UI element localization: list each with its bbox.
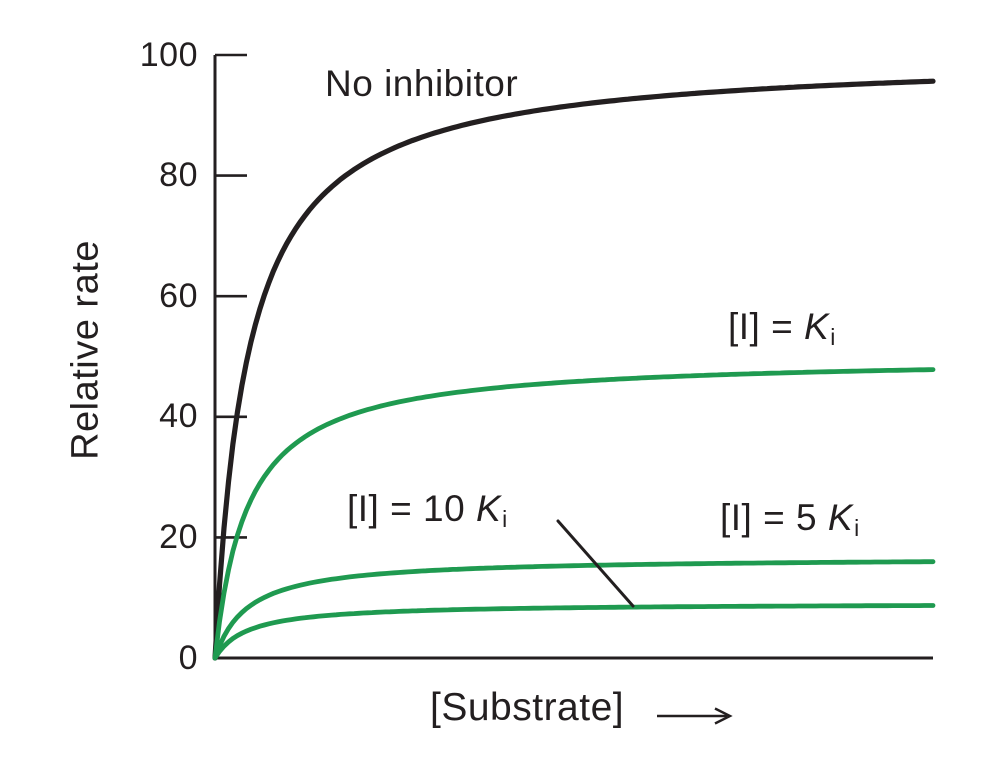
right-arrow-head-icon xyxy=(714,707,733,725)
y-axis-tick-label: 100 xyxy=(139,35,198,74)
curve-label-no-inhibitor: No inhibitor xyxy=(325,63,519,104)
y-axis-tick-label: 20 xyxy=(159,517,198,556)
curve-label-ki10: [I] = 10 Ki xyxy=(347,488,508,533)
y-axis-tick-label: 0 xyxy=(178,638,198,677)
curve--i-5-ki xyxy=(212,559,936,661)
curve-label-ki: [I] = Ki xyxy=(728,306,836,351)
curve--i-10-ki xyxy=(212,603,936,661)
curve--i-ki xyxy=(212,367,936,661)
ki10-pointer-line xyxy=(556,519,635,608)
curve-no-inhibitor xyxy=(212,78,936,661)
y-axis-tick-label: 80 xyxy=(159,156,198,195)
curve-label-ki5: [I] = 5 Ki xyxy=(720,497,860,542)
y-axis-tick-label: 60 xyxy=(159,276,198,315)
x-axis-title: [Substrate] xyxy=(430,686,625,729)
y-axis-tick-label: 40 xyxy=(159,397,198,436)
